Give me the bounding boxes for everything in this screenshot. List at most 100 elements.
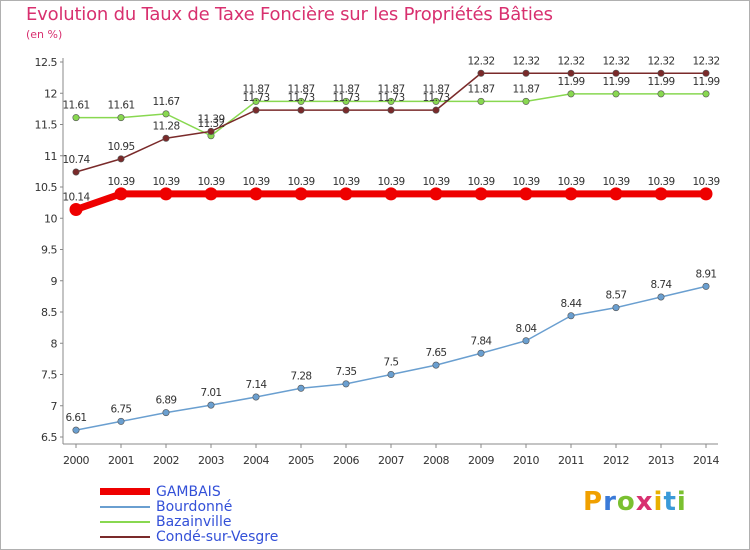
- y-tick-label: 7.5: [41, 369, 57, 382]
- data-point: [252, 393, 260, 401]
- legend-swatch: [100, 488, 150, 495]
- data-label: 11.87: [332, 83, 359, 95]
- data-point: [567, 69, 575, 77]
- data-label: 10.39: [467, 176, 494, 188]
- y-tick-label: 10: [44, 212, 57, 225]
- data-point: [159, 187, 173, 201]
- data-point: [249, 187, 263, 201]
- legend-swatch: [100, 520, 150, 523]
- data-label: 12.32: [692, 55, 719, 67]
- data-point: [387, 106, 395, 114]
- data-label: 10.39: [377, 176, 404, 188]
- data-label: 7.28: [291, 370, 312, 382]
- data-point: [702, 69, 710, 77]
- data-label: 12.32: [557, 55, 584, 67]
- data-point: [297, 97, 305, 105]
- data-label: 12.32: [602, 55, 629, 67]
- data-label: 11.61: [107, 100, 134, 112]
- data-label: 10.39: [197, 176, 224, 188]
- data-point: [657, 69, 665, 77]
- data-point: [162, 110, 170, 118]
- x-tick-label: 2002: [153, 454, 179, 467]
- data-label: 11.87: [512, 83, 539, 95]
- data-label: 6.75: [111, 403, 132, 415]
- data-label: 10.39: [647, 176, 674, 188]
- data-point: [432, 97, 440, 105]
- data-point: [114, 187, 128, 201]
- proxiti-logo: Proxiti: [583, 487, 687, 517]
- data-label: 8.44: [561, 298, 583, 310]
- data-label: 7.01: [201, 387, 222, 399]
- data-label: 8.91: [696, 268, 717, 280]
- data-point: [609, 187, 623, 201]
- data-point: [477, 349, 485, 357]
- data-point: [162, 409, 170, 417]
- x-tick-label: 2012: [603, 454, 629, 467]
- data-point: [117, 417, 125, 425]
- data-point: [429, 187, 443, 201]
- data-label: 11.39: [197, 113, 224, 125]
- x-tick-label: 2004: [243, 454, 269, 467]
- data-point: [477, 69, 485, 77]
- x-tick-label: 2014: [693, 454, 719, 467]
- data-point: [387, 370, 395, 378]
- data-label: 10.39: [512, 176, 539, 188]
- legend-label: Bourdonné: [156, 498, 233, 515]
- x-tick-label: 2011: [558, 454, 584, 467]
- data-point: [702, 282, 710, 290]
- data-label: 12.32: [467, 55, 494, 67]
- logo-letter: P: [583, 487, 604, 517]
- data-point: [519, 187, 533, 201]
- logo-letter: o: [616, 487, 636, 517]
- legend-label: Bazainville: [156, 513, 232, 530]
- x-tick-label: 2003: [198, 454, 224, 467]
- x-tick-label: 2010: [513, 454, 539, 467]
- legend-swatch: [100, 505, 150, 508]
- data-point: [342, 97, 350, 105]
- y-tick-label: 6.5: [41, 431, 57, 444]
- data-point: [117, 155, 125, 163]
- data-point: [339, 187, 353, 201]
- x-tick-label: 2007: [378, 454, 404, 467]
- data-label: 10.74: [62, 154, 90, 166]
- data-point: [657, 293, 665, 301]
- data-label: 11.73: [242, 92, 269, 104]
- data-label: 11.99: [647, 76, 674, 88]
- data-label: 10.39: [422, 176, 449, 188]
- data-label: 7.35: [336, 366, 357, 378]
- data-label: 10.39: [242, 176, 269, 188]
- data-point: [612, 90, 620, 98]
- data-label: 11.87: [422, 83, 449, 95]
- x-tick-label: 2000: [63, 454, 89, 467]
- data-point: [342, 106, 350, 114]
- y-tick-label: 12: [44, 87, 57, 100]
- y-tick-label: 10.5: [35, 181, 58, 194]
- unit-label: (en %): [26, 28, 63, 41]
- data-label: 7.5: [384, 357, 399, 369]
- data-point: [702, 90, 710, 98]
- x-tick-label: 2005: [288, 454, 314, 467]
- y-tick-label: 9: [51, 275, 58, 288]
- data-label: 11.61: [62, 100, 89, 112]
- legend-label: Condé-sur-Vesgre: [156, 528, 279, 545]
- y-tick-label: 11: [44, 150, 57, 163]
- x-tick-label: 2006: [333, 454, 359, 467]
- data-label: 11.73: [377, 92, 404, 104]
- data-point: [474, 187, 488, 201]
- y-tick-label: 11.5: [35, 119, 58, 132]
- logo-letter: t: [663, 487, 677, 517]
- data-label: 11.67: [152, 96, 179, 108]
- legend-swatch: [100, 535, 150, 538]
- data-label: 10.39: [287, 176, 314, 188]
- data-label: 7.84: [471, 335, 493, 347]
- x-tick-label: 2009: [468, 454, 494, 467]
- data-point: [384, 187, 398, 201]
- data-point: [72, 426, 80, 434]
- x-tick-label: 2001: [108, 454, 134, 467]
- data-point: [72, 114, 80, 122]
- data-point: [612, 304, 620, 312]
- data-label: 11.87: [287, 83, 314, 95]
- data-label: 7.65: [426, 347, 447, 359]
- logo-letter: i: [653, 487, 664, 517]
